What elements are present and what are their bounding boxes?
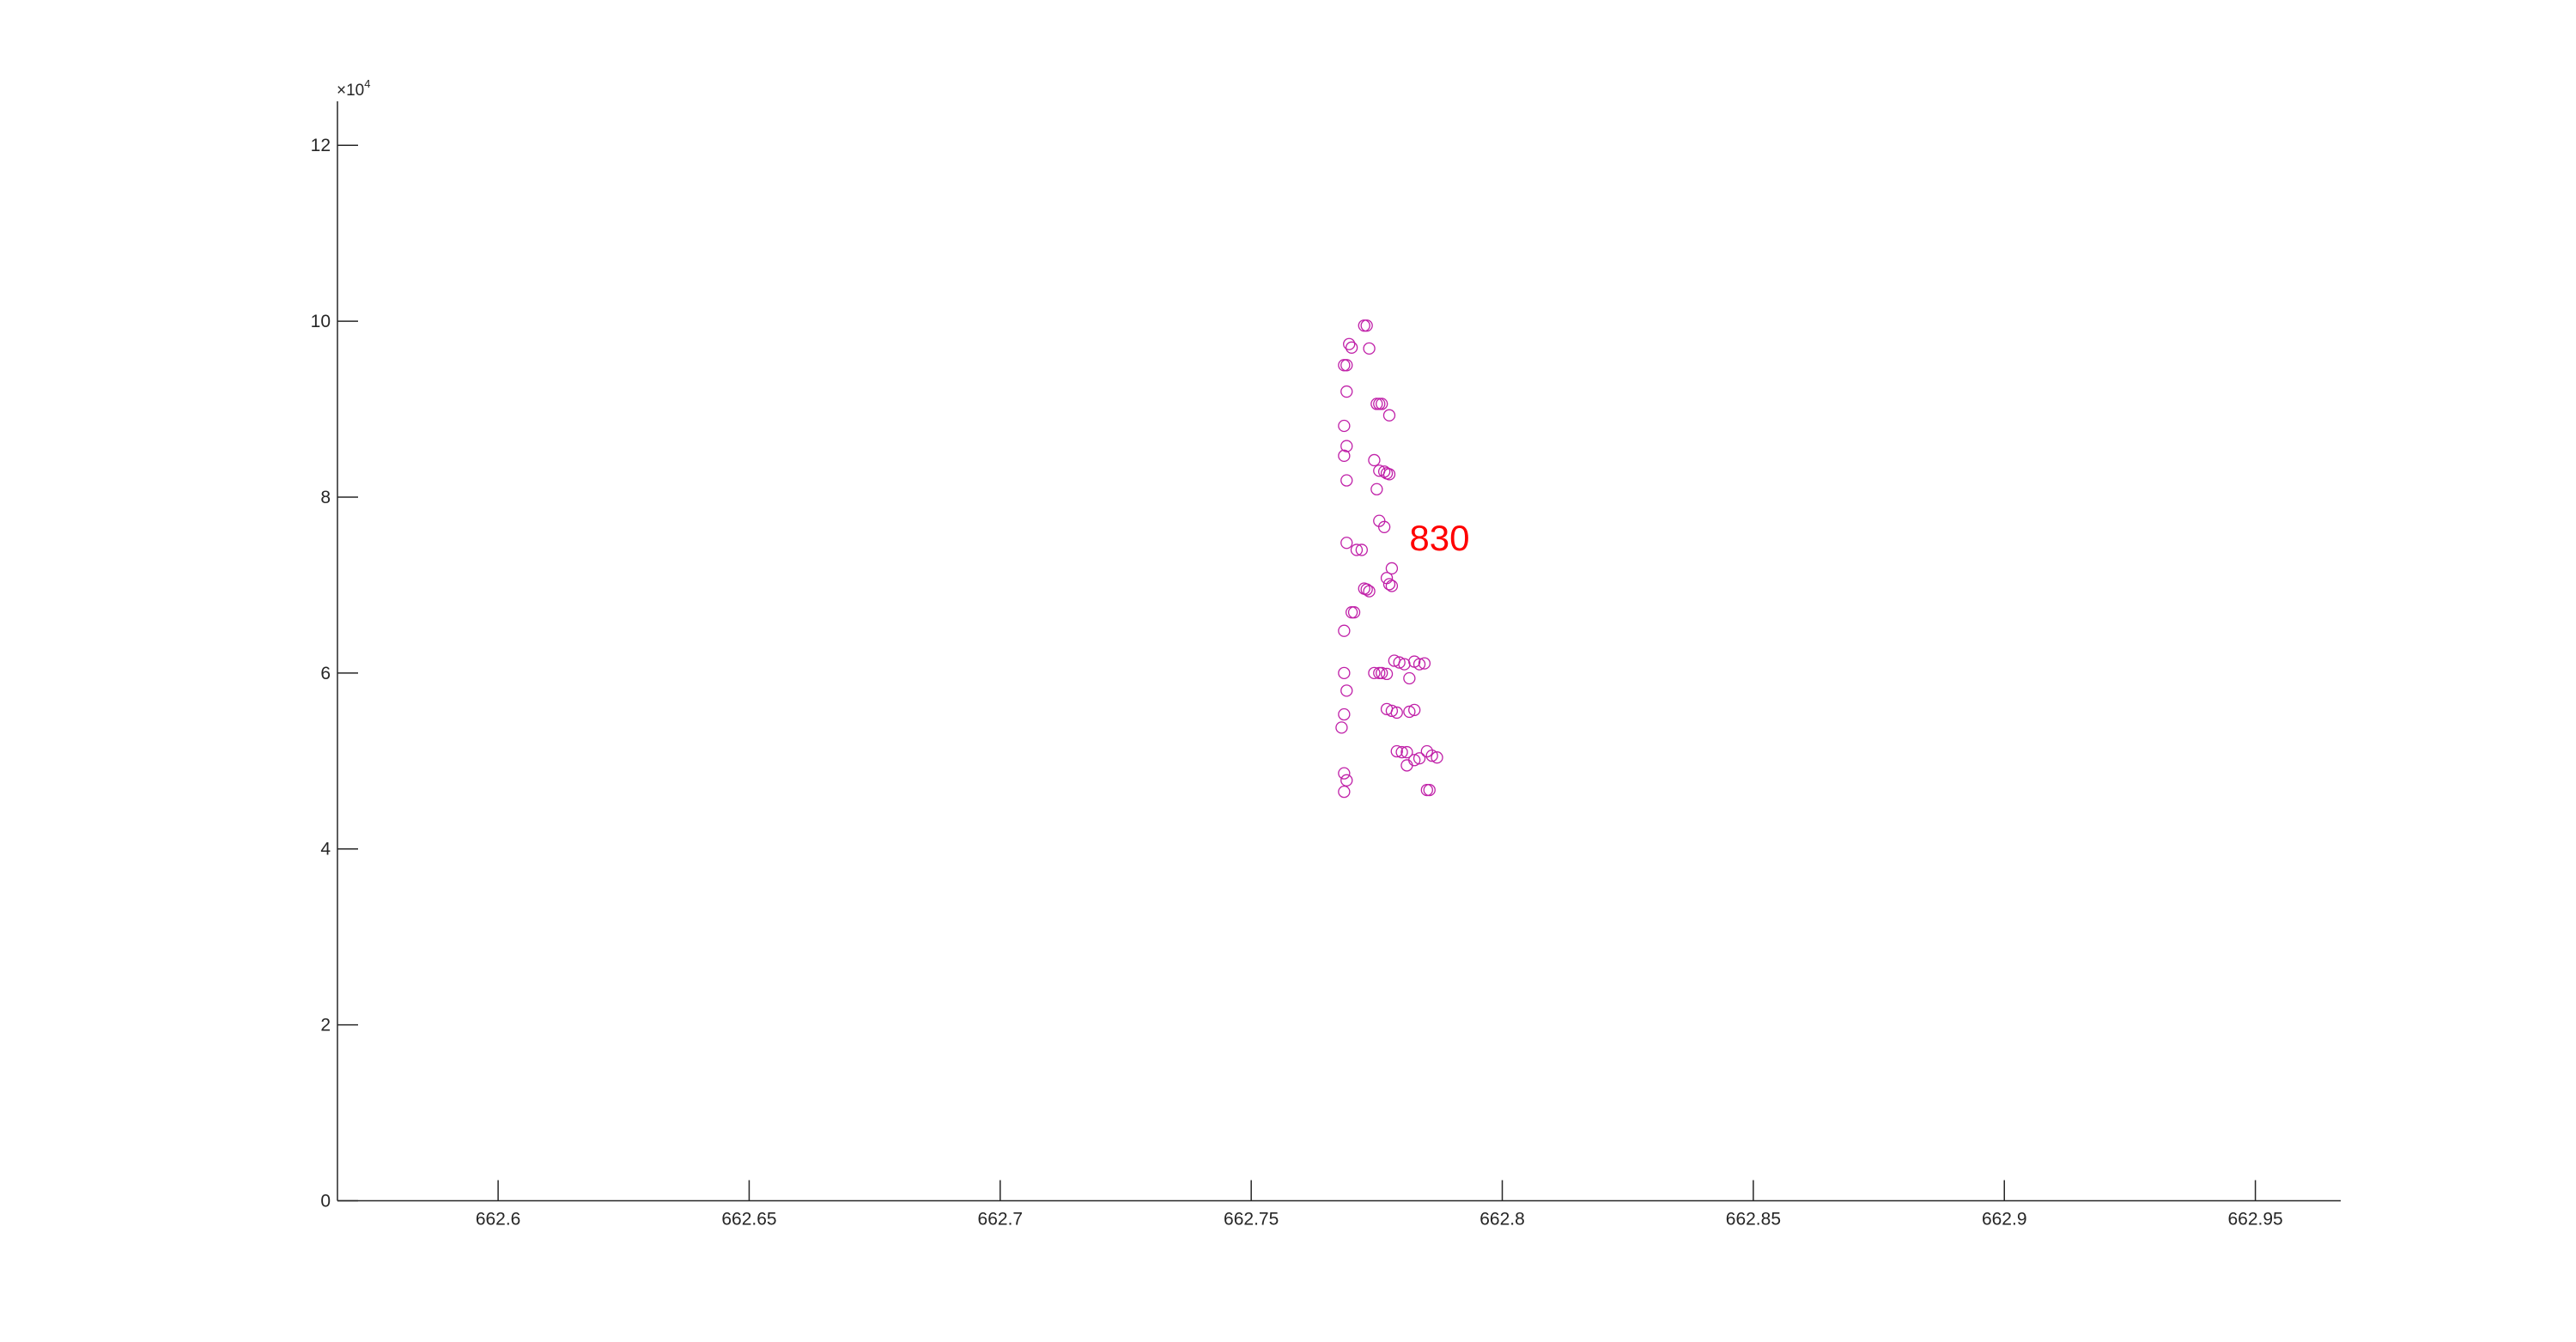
data-point [1400,759,1413,772]
data-point [1343,337,1356,350]
x-tick-label: 662.95 [2227,1210,2282,1230]
y-tick-label: 2 [320,1016,331,1035]
data-point [1350,543,1364,556]
data-point [1338,419,1351,433]
x-axis-ticks: 662.6 662.65 662.7 662.75 662.8 662.85 662.9 66… [476,1180,2283,1230]
y-axis-ticks: 0 2 4 6 8 10 12 [311,136,358,1211]
data-point [1382,578,1396,591]
x-tick-label: 662.65 [721,1210,776,1230]
data-point [1377,520,1391,533]
data-point [1340,359,1353,372]
data-point [1380,572,1394,585]
data-point [1400,745,1413,759]
data-point [1393,656,1406,669]
data-point [1390,744,1403,758]
y-axis-exponent-label: ×104 [337,77,370,100]
data-point [1403,671,1416,685]
data-point [1345,341,1358,354]
data-point [1376,666,1388,680]
data-point [1425,750,1438,762]
data-point [1382,468,1396,481]
data-point [1358,319,1370,332]
data-point [1340,774,1353,786]
data-point [1370,483,1383,495]
data-point [1355,543,1368,556]
data-point [1363,342,1376,355]
y-tick-label: 12 [311,136,331,155]
data-point [1345,606,1358,619]
data-point [1347,606,1361,619]
data-point [1373,398,1386,410]
y-tick-label: 10 [311,312,331,331]
data-point [1340,440,1353,452]
data-point [1403,705,1416,719]
data-point [1385,704,1399,718]
y-tick-label: 0 [320,1192,331,1211]
scatter-series [1335,319,1443,799]
data-point [1338,359,1351,372]
data-point [1340,537,1353,550]
y-tick-label: 4 [320,840,331,859]
x-tick-label: 662.85 [1726,1210,1781,1230]
y-tick-label: 8 [320,488,331,507]
data-point [1360,583,1373,596]
data-point [1385,562,1399,575]
data-point [1340,385,1353,398]
x-tick-label: 662.7 [978,1210,1024,1230]
x-tick-label: 662.8 [1479,1210,1525,1230]
data-point [1340,474,1353,487]
data-point [1363,585,1376,598]
x-tick-label: 662.75 [1224,1210,1279,1230]
data-point [1408,703,1421,717]
data-point [1338,624,1351,637]
data-point [1431,751,1443,764]
data-point [1413,658,1426,671]
x-tick-label: 662.9 [1982,1210,2027,1230]
data-point [1338,786,1351,799]
data-point [1382,409,1396,422]
data-point [1418,657,1431,670]
data-point [1368,453,1381,467]
x-tick-label: 662.6 [476,1210,521,1230]
data-point [1338,666,1351,680]
data-point [1338,767,1351,780]
axes [337,101,2341,1202]
data-point [1413,752,1426,765]
data-point [1360,319,1373,332]
data-point [1390,706,1403,720]
y-tick-label: 6 [320,664,331,683]
data-point [1368,666,1381,680]
data-point [1370,398,1383,410]
data-point [1423,783,1436,797]
data-point [1380,667,1394,681]
data-point [1340,684,1353,697]
data-point [1338,707,1351,721]
data-point [1395,745,1408,759]
data-point [1420,783,1433,797]
annotation-label: 830 [1409,518,1469,558]
data-point [1385,580,1399,592]
data-point [1376,398,1388,410]
data-point [1338,449,1351,462]
data-point [1335,721,1348,734]
